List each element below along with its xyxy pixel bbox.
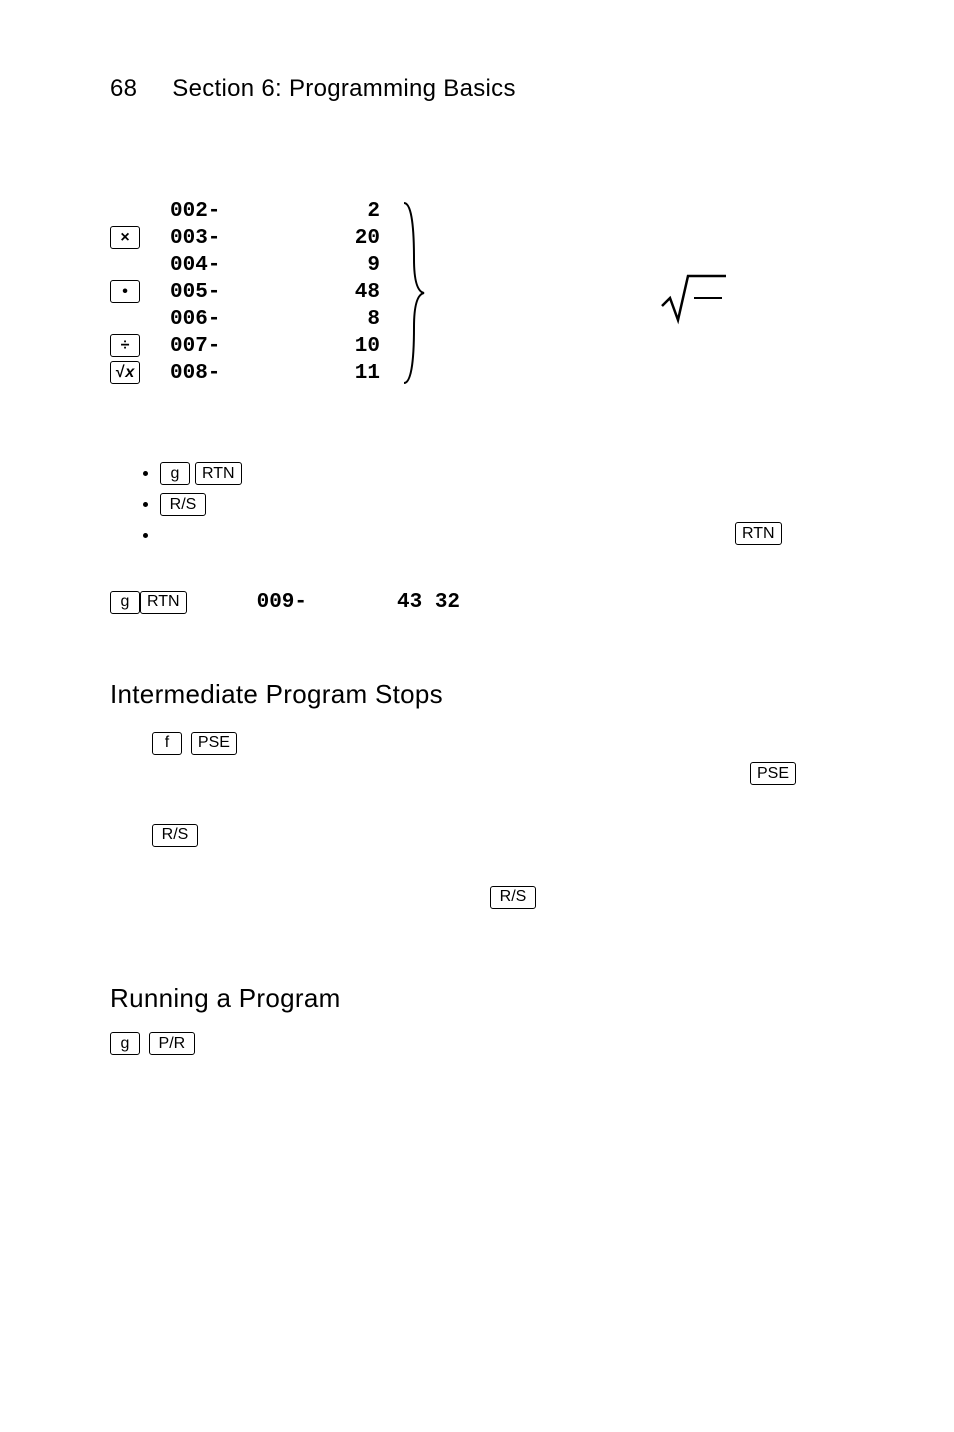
listing-code: 48: [300, 281, 380, 304]
brace-icon: [400, 199, 440, 387]
rtn-key: RTN: [140, 591, 187, 614]
listing-line: 006-: [170, 308, 300, 331]
listing-code: 9: [300, 254, 380, 277]
page-number: 68: [110, 75, 137, 102]
listing-line: 005-: [170, 281, 300, 304]
bullet-list: g RTN R/S RTN: [160, 462, 844, 545]
listing-line: 002-: [170, 200, 300, 223]
pse-key: PSE: [750, 762, 796, 785]
listing-code: 20: [300, 227, 380, 250]
pr-key: P/R: [149, 1032, 195, 1055]
sqrt-formula: [660, 258, 730, 328]
dot-key: •: [110, 280, 140, 303]
divide-key: ÷: [110, 334, 140, 357]
rs-key: R/S: [490, 886, 536, 909]
g-key: g: [110, 591, 140, 614]
pse-key: PSE: [191, 732, 237, 755]
code-listing: 002- 2 × 003- 20 004- 9 • 005- 48 006- 8…: [110, 198, 844, 387]
listing-line: 004-: [170, 254, 300, 277]
g-key: g: [110, 1032, 140, 1055]
running-block: g P/R: [110, 1032, 844, 1055]
listing-line: 007-: [170, 335, 300, 358]
sqrt-icon: [660, 258, 730, 328]
rtn-key: RTN: [735, 522, 782, 545]
section-title: Section 6: Programming Basics: [172, 75, 516, 102]
listing-code: 2: [300, 200, 380, 223]
list-item: RTN: [160, 524, 844, 545]
intermediate-block: f PSE PSE R/S R/S: [110, 722, 844, 918]
sqrt-key: √x: [110, 361, 140, 384]
listing-line: 009-: [257, 591, 307, 614]
listing-code: 11: [300, 362, 380, 385]
f-key: f: [152, 732, 182, 755]
single-code-line: gRTN 009- 43 32: [110, 590, 844, 614]
rs-key: R/S: [160, 493, 206, 516]
list-item: g RTN: [160, 462, 844, 485]
rtn-key: RTN: [195, 462, 242, 485]
listing-code: 43 32: [397, 591, 460, 614]
listing-code: 10: [300, 335, 380, 358]
listing-line: 003-: [170, 227, 300, 250]
times-key: ×: [110, 226, 140, 249]
g-key: g: [160, 462, 190, 485]
heading-intermediate: Intermediate Program Stops: [110, 679, 844, 710]
listing-code: 8: [300, 308, 380, 331]
page-header: 68 Section 6: Programming Basics: [110, 75, 844, 103]
list-item: R/S: [160, 493, 844, 516]
listing-line: 008-: [170, 362, 300, 385]
rs-key: R/S: [152, 824, 198, 847]
heading-running: Running a Program: [110, 983, 844, 1014]
